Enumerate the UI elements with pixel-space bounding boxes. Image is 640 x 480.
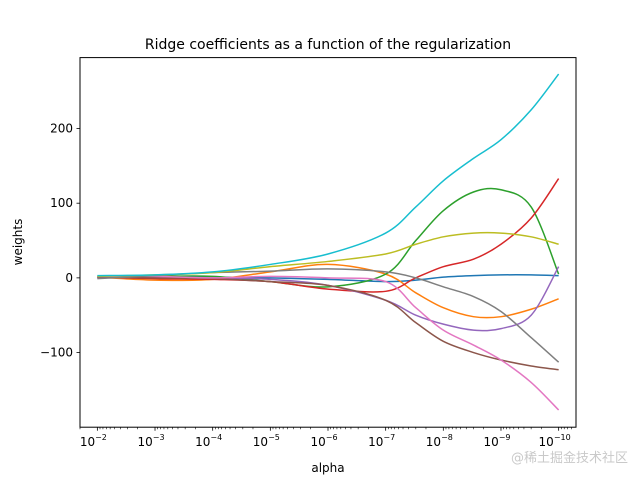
x-axis-label: alpha — [311, 461, 344, 475]
y-tick-label-2: 100 — [50, 196, 73, 210]
x-tick-label-5: 10−6 — [310, 433, 337, 449]
watermark: @稀土掘金技术社区 — [510, 451, 628, 466]
series-line-4 — [97, 178, 560, 293]
x-tick-label-4: 10−5 — [253, 433, 280, 449]
x-tick-label-9: 10−10 — [539, 433, 571, 449]
y-axis-label: weights — [11, 219, 25, 266]
x-tick-label-6: 10−7 — [368, 433, 395, 449]
y-tick-label-3: 0 — [65, 271, 73, 285]
series-line-3 — [97, 187, 560, 288]
series-line-10 — [97, 73, 560, 277]
series-layer — [97, 73, 560, 411]
plot-area — [79, 57, 577, 428]
x-axis: 10−2 10−3 10−4 10−5 10−6 10−7 10−8 10−9 10−10 — [79, 427, 572, 449]
chart-title: Ridge coefficients as a function of the … — [145, 37, 511, 53]
x-tick-label-1: 10−2 — [80, 433, 107, 449]
x-tick-label-8: 10−9 — [483, 433, 510, 449]
x-tick-label-2: 10−3 — [137, 433, 164, 449]
y-axis: 200 100 0 −100 — [40, 122, 80, 360]
y-tick-label-4: −100 — [40, 346, 73, 360]
y-tick-label-1: 200 — [50, 122, 73, 136]
series-line-7 — [97, 275, 560, 411]
x-tick-label-7: 10−8 — [426, 433, 453, 449]
x-tick-label-3: 10−4 — [195, 433, 222, 449]
